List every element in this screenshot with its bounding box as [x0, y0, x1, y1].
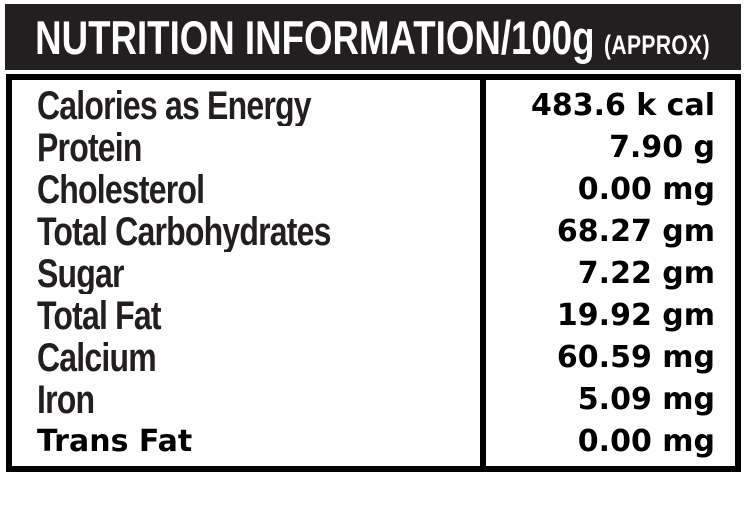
table-row: Protein 7.90 g	[12, 127, 735, 169]
nutrient-value: 7.90 g	[609, 130, 715, 165]
nutrient-label-cell: Sugar	[12, 254, 480, 294]
header-bar: NUTRITION INFORMATION/100g (APPROX)	[5, 4, 741, 70]
nutrient-label: Protein	[37, 128, 142, 168]
nutrient-value: 0.00 mg	[577, 424, 715, 459]
nutrient-value-cell: 19.92 gm	[480, 301, 735, 331]
nutrient-value-cell: 5.09 mg	[480, 385, 735, 415]
nutrient-label-cell: Total Carbohydrates	[12, 212, 480, 252]
table-row: Total Carbohydrates 68.27 gm	[12, 211, 735, 253]
nutrient-label: Calories as Energy	[37, 86, 312, 126]
column-divider	[480, 75, 486, 466]
nutrient-value: 7.22 gm	[577, 256, 715, 291]
nutrient-label: Trans Fat	[37, 427, 193, 457]
table-row: Sugar 7.22 gm	[12, 253, 735, 295]
nutrient-label: Cholesterol	[37, 170, 205, 210]
nutrient-value-cell: 7.22 gm	[480, 259, 735, 289]
nutrient-value-cell: 68.27 gm	[480, 217, 735, 247]
nutrient-label-cell: Calcium	[12, 338, 480, 378]
nutrient-label-cell: Trans Fat	[12, 427, 480, 457]
table-row: Iron 5.09 mg	[12, 379, 735, 421]
nutrient-value: 5.09 mg	[577, 382, 715, 417]
nutrient-value: 0.00 mg	[577, 172, 715, 207]
nutrient-label: Iron	[37, 380, 95, 420]
table-row: Total Fat 19.92 gm	[12, 295, 735, 337]
nutrient-value-cell: 0.00 mg	[480, 427, 735, 457]
nutrient-label-cell: Iron	[12, 380, 480, 420]
nutrient-label-cell: Cholesterol	[12, 170, 480, 210]
table-row: Cholesterol 0.00 mg	[12, 169, 735, 211]
nutrient-label: Calcium	[37, 338, 157, 378]
nutrient-value-cell: 0.00 mg	[480, 175, 735, 205]
nutrient-label-cell: Calories as Energy	[12, 86, 480, 126]
nutrient-label-cell: Protein	[12, 128, 480, 168]
nutrient-value: 68.27 gm	[556, 214, 715, 249]
table-row: Trans Fat 0.00 mg	[12, 421, 735, 463]
nutrition-table: Calories as Energy 483.6 k cal Protein 7…	[6, 74, 741, 472]
nutrient-value-cell: 7.90 g	[480, 133, 735, 163]
nutrient-label: Total Carbohydrates	[37, 212, 331, 252]
table-row: Calories as Energy 483.6 k cal	[12, 85, 735, 127]
nutrient-value: 19.92 gm	[556, 298, 715, 333]
nutrient-label: Sugar	[37, 254, 124, 294]
nutrient-value: 60.59 mg	[556, 340, 715, 375]
header-approx-note: (APPROX)	[604, 29, 711, 60]
header-title: NUTRITION INFORMATION/100g	[35, 10, 595, 64]
nutrient-label: Total Fat	[37, 296, 162, 336]
header-text: NUTRITION INFORMATION/100g (APPROX)	[36, 14, 711, 61]
nutrient-value-cell: 60.59 mg	[480, 343, 735, 373]
nutrient-value-cell: 483.6 k cal	[480, 91, 735, 121]
nutrient-value: 483.6 k cal	[530, 88, 715, 123]
nutrient-label-cell: Total Fat	[12, 296, 480, 336]
table-row: Calcium 60.59 mg	[12, 337, 735, 379]
